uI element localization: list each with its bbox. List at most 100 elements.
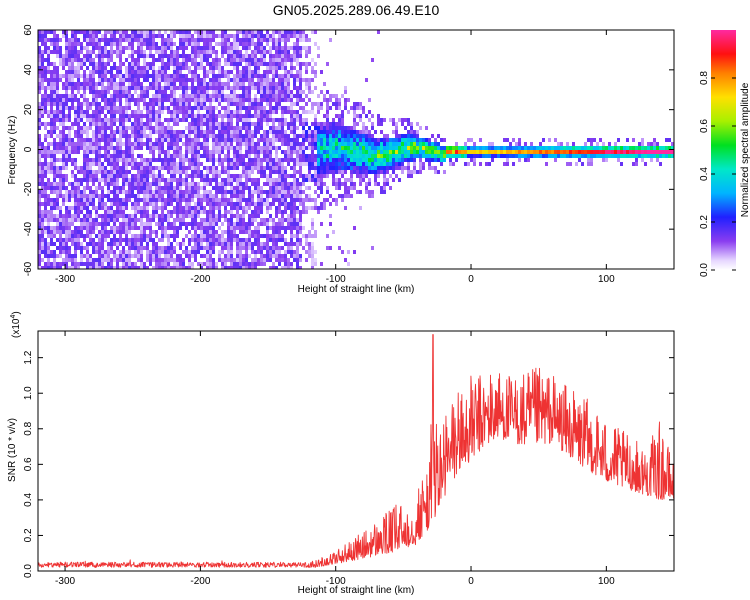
spectrogram-cell bbox=[212, 158, 215, 162]
spectrogram-cell bbox=[185, 210, 188, 214]
spectrogram-cell bbox=[140, 134, 143, 138]
spectrogram-cell bbox=[161, 158, 164, 162]
spectrogram-cell bbox=[281, 66, 284, 70]
spectrogram-cell bbox=[380, 138, 383, 142]
spectrogram-cell bbox=[275, 182, 278, 186]
spectrogram-cell bbox=[194, 134, 197, 138]
spectrogram-cell bbox=[212, 138, 215, 142]
spectrogram-cell bbox=[350, 150, 353, 154]
spectrogram-cell bbox=[50, 166, 53, 170]
spectrogram-cell bbox=[233, 54, 236, 58]
spectrogram-cell bbox=[161, 54, 164, 58]
spectrogram-cell bbox=[89, 170, 92, 174]
spectrogram-cell bbox=[92, 222, 95, 226]
spectrogram-cell bbox=[383, 182, 386, 186]
spectrogram-cell bbox=[236, 114, 239, 118]
spectrogram-cell bbox=[221, 98, 224, 102]
spectrogram-cell bbox=[137, 46, 140, 50]
spectrogram-cell bbox=[353, 158, 356, 162]
spectrogram-cell bbox=[197, 62, 200, 66]
spectrogram-cell bbox=[224, 166, 227, 170]
spectrogram-cell bbox=[194, 150, 197, 154]
spectrogram-cell bbox=[179, 70, 182, 74]
spectrogram-cell bbox=[89, 150, 92, 154]
spectrogram-cell bbox=[137, 170, 140, 174]
spectrogram-cell bbox=[203, 66, 206, 70]
spectrogram-cell bbox=[71, 186, 74, 190]
spectrogram-cell bbox=[251, 214, 254, 218]
spectrogram-cell bbox=[227, 114, 230, 118]
spectrogram-cell bbox=[368, 142, 371, 146]
spectrogram-cell bbox=[269, 162, 272, 166]
spectrogram-cell bbox=[314, 262, 317, 266]
spectrogram-cell bbox=[179, 226, 182, 230]
spectrogram-cell bbox=[332, 182, 335, 186]
spectrogram-cell bbox=[287, 82, 290, 86]
spectrogram-cell bbox=[242, 238, 245, 242]
spectrogram-cell bbox=[275, 198, 278, 202]
spectrogram-cell bbox=[251, 198, 254, 202]
spectrogram-cell bbox=[68, 54, 71, 58]
spectrogram-cell bbox=[311, 246, 314, 250]
spectrogram-cell bbox=[254, 102, 257, 106]
spectrogram-cell bbox=[62, 226, 65, 230]
spectrogram-cell bbox=[281, 214, 284, 218]
spectrogram-cell bbox=[143, 90, 146, 94]
spectrogram-cell bbox=[233, 82, 236, 86]
spectrogram-cell bbox=[254, 130, 257, 134]
spectrogram-cell bbox=[86, 186, 89, 190]
spectrogram-cell bbox=[317, 162, 320, 166]
spectrogram-cell bbox=[50, 70, 53, 74]
spectrogram-cell bbox=[50, 82, 53, 86]
spectrogram-cell bbox=[173, 34, 176, 38]
spectrogram-cell bbox=[293, 30, 296, 34]
spectrogram-cell bbox=[272, 166, 275, 170]
spectrogram-cell bbox=[182, 66, 185, 70]
spectrogram-cell bbox=[230, 130, 233, 134]
spectrogram-cell bbox=[131, 62, 134, 66]
spectrogram-cell bbox=[140, 114, 143, 118]
spectrogram-cell bbox=[158, 134, 161, 138]
spectrogram-cell bbox=[296, 162, 299, 166]
spectrogram-cell bbox=[215, 78, 218, 82]
spectrogram-cell bbox=[302, 190, 305, 194]
spectrogram-cell bbox=[41, 218, 44, 222]
spectrogram-cell bbox=[149, 162, 152, 166]
spectrogram-cell bbox=[347, 126, 350, 130]
spectrogram-cell bbox=[227, 70, 230, 74]
spectrogram-cell bbox=[251, 130, 254, 134]
spectrogram-cell bbox=[248, 178, 251, 182]
spectrogram-cell bbox=[68, 110, 71, 114]
spectrogram-cell bbox=[242, 230, 245, 234]
spectrogram-cell bbox=[296, 58, 299, 62]
spectrogram-cell bbox=[317, 206, 320, 210]
spectrogram-cell bbox=[77, 206, 80, 210]
spectrogram-cell bbox=[158, 194, 161, 198]
spectrogram-cell bbox=[98, 62, 101, 66]
spectrogram-cell bbox=[80, 62, 83, 66]
spectrogram-cell bbox=[122, 62, 125, 66]
spectrogram-cell bbox=[53, 170, 56, 174]
spectrogram-cell bbox=[314, 86, 317, 90]
spectrogram-cell bbox=[314, 118, 317, 122]
spectrogram-cell bbox=[86, 182, 89, 186]
spectrogram-cell bbox=[347, 150, 350, 154]
spectrogram-cell bbox=[266, 238, 269, 242]
spectrogram-cell bbox=[272, 190, 275, 194]
spectrogram-cell bbox=[389, 158, 392, 162]
spectrogram-cell bbox=[281, 38, 284, 42]
spectrogram-cell bbox=[179, 150, 182, 154]
spectrogram-cell bbox=[149, 230, 152, 234]
spectrogram-cell bbox=[155, 186, 158, 190]
spectrogram-cell bbox=[83, 254, 86, 258]
spectrogram-cell bbox=[92, 218, 95, 222]
spectrogram-cell bbox=[245, 30, 248, 34]
spectrogram-cell bbox=[68, 74, 71, 78]
spectrogram-cell bbox=[98, 242, 101, 246]
spectrogram-cell bbox=[347, 134, 350, 138]
spectrogram-cell bbox=[227, 38, 230, 42]
spectrogram-cell bbox=[140, 266, 143, 269]
spectrogram-cell bbox=[239, 82, 242, 86]
spectrogram-cell bbox=[140, 130, 143, 134]
spectrogram-cell bbox=[248, 38, 251, 42]
